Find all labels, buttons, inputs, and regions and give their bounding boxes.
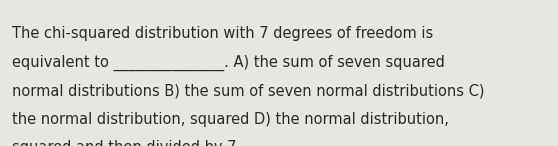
Text: equivalent to _______________. A) the sum of seven squared: equivalent to _______________. A) the su… [12, 55, 445, 71]
Text: The chi-squared distribution with 7 degrees of freedom is: The chi-squared distribution with 7 degr… [12, 26, 434, 41]
Text: normal distributions B) the sum of seven normal distributions C): normal distributions B) the sum of seven… [12, 83, 485, 98]
Text: the normal distribution, squared D) the normal distribution,: the normal distribution, squared D) the … [12, 112, 449, 127]
Text: squared and then divided by 7: squared and then divided by 7 [12, 140, 237, 146]
